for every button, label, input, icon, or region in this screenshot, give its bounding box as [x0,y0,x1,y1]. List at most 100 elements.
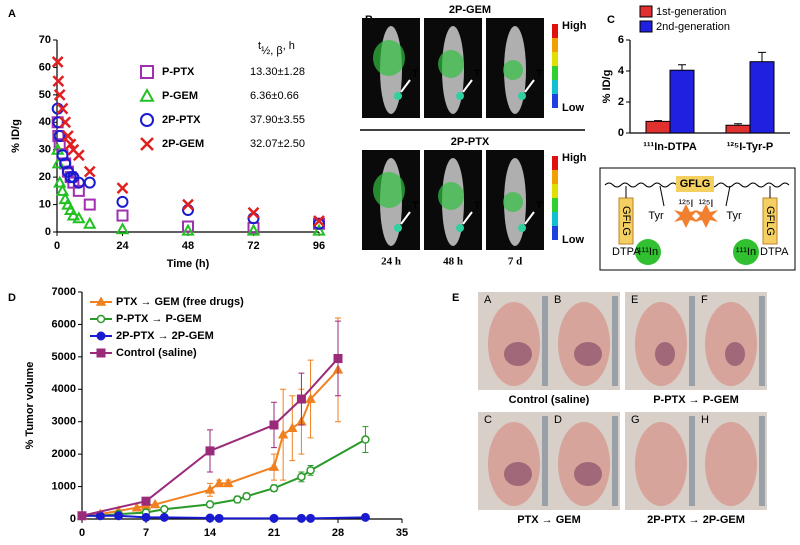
y-tick-label: 0 [45,226,51,238]
x-tick-label: 21 [268,527,280,539]
x-tick-label: 96 [313,240,325,252]
tumor [655,342,675,366]
diagram-label: DTPA [612,246,641,258]
diagram-label: Tyr [648,210,664,222]
marker [213,477,225,488]
marker [72,149,85,162]
marker [56,102,69,115]
tumor-arrow [524,211,535,225]
ruler [542,296,548,386]
marker [116,182,129,194]
caption: Control (saline) [509,394,590,406]
photo-letter: H [701,414,709,426]
c-diagram-box [599,167,796,271]
marker [160,505,169,514]
half-life: 37.90±3.55 [250,114,305,126]
ruler [612,296,618,386]
marker [62,130,74,142]
tumor-label: T [536,68,543,80]
marker [140,113,154,127]
series-line [81,357,339,517]
y-axis-label: % ID/g [10,119,22,153]
half-life: 32.07±2.50 [250,138,305,150]
ruler [542,416,548,506]
marker [83,198,96,211]
tumor-label: T [474,68,481,80]
photo-letter: B [554,294,561,306]
marker [66,208,81,221]
y-axis-label: % Tumor volume [24,362,36,450]
y-tick-label: 0 [618,127,624,139]
marker [140,65,154,79]
photo-letter: E [631,294,638,306]
panel-letter: E [452,292,459,304]
diagram-label: DTPA [760,246,789,258]
diagram-label: GFLG [764,206,776,236]
photo-letter: D [554,414,562,426]
uptake [438,182,464,210]
caption: P-PTX → P-GEM [653,394,739,406]
legend-label: P-PTX → P-GEM [116,313,202,325]
color-scale [552,66,558,80]
marker [59,157,72,170]
marker [242,492,251,501]
iodine-star [674,204,698,228]
color-scale [552,198,558,212]
tumor-label: T [412,200,419,212]
error-bar [734,123,742,126]
y-tick-label: 0 [70,513,76,525]
x-tick-label: 24 [116,240,129,252]
color-scale [552,38,558,52]
link [659,185,665,207]
iodine-star [694,204,718,228]
marker [246,223,261,236]
uptake [373,40,405,76]
ruler [759,416,765,506]
tumor-uptake [394,224,402,232]
tumor-uptake [456,92,464,100]
x-tick-label: 72 [247,240,259,252]
scale-high: High [562,152,587,164]
series-line [82,438,366,517]
marker [149,498,161,509]
marker [77,511,87,521]
legend-label: Control (saline) [116,347,197,359]
legend-header: t½, β, h [258,40,295,57]
marker [296,394,306,404]
marker [306,466,315,475]
tumor [574,462,602,486]
uptake [503,192,523,212]
marker [159,512,169,522]
marker [277,429,289,439]
uptake [503,60,523,80]
marker [116,209,129,222]
tumor-uptake [518,92,526,100]
marker [305,393,316,403]
marker [114,511,124,521]
marker [141,512,151,522]
caption: 2P-PTX → 2P-GEM [647,514,745,526]
tumor [504,342,532,366]
diagram-label: ¹¹¹In [638,246,658,258]
marker [53,88,66,101]
photo-letter: C [484,414,492,426]
color-scale [552,212,558,226]
ruler [689,296,695,386]
marker [182,198,194,211]
color-scale [552,24,558,38]
color-scale [552,170,558,184]
marker [52,116,65,129]
tumor [504,462,532,486]
tumor-label: T [412,68,419,80]
scale-high: High [562,20,587,32]
panel-letter: A [8,8,16,20]
marker [95,296,107,306]
y-axis-label: % ID/g [601,70,613,104]
legend-label: P-GEM [162,90,198,102]
color-scale [552,226,558,240]
x-tick-label: 7 [143,527,149,539]
bar [749,61,775,134]
indium-burst [635,239,661,265]
scale-low: Low [562,102,584,114]
